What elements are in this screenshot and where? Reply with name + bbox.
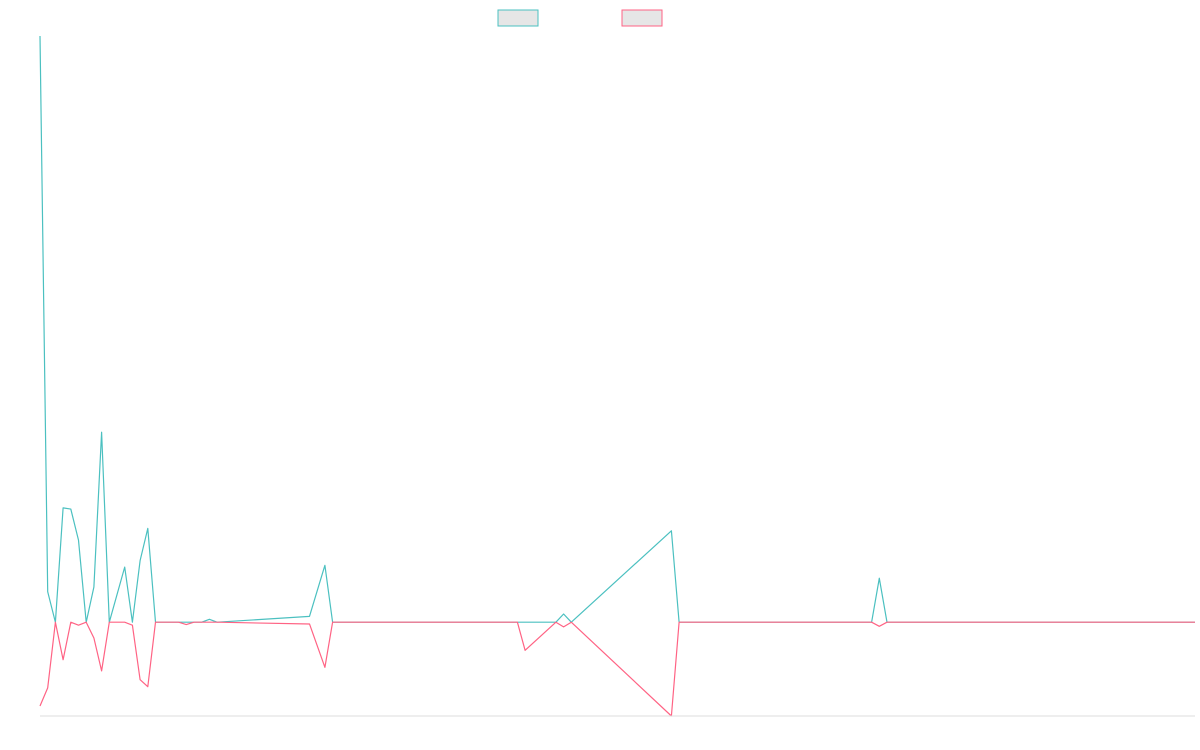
legend-item-1[interactable] (497, 9, 539, 27)
series-line-2 (39, 621, 1195, 717)
series-line-1 (39, 35, 1195, 623)
legend (497, 9, 663, 27)
legend-swatch-2 (621, 9, 663, 27)
series-layer (39, 35, 1195, 717)
legend-item-2[interactable] (621, 9, 663, 27)
legend-swatch-1 (497, 9, 539, 27)
